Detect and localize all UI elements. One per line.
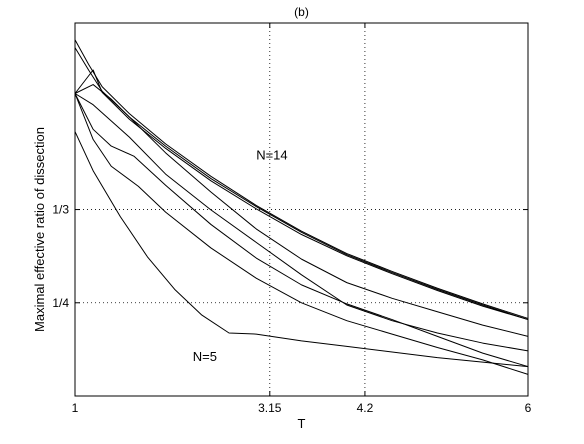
series-line-7 bbox=[74, 93, 529, 375]
x-tick-label: 1 bbox=[72, 401, 79, 415]
series-annotation: N=5 bbox=[193, 349, 217, 364]
annotations: N=14 N=5 bbox=[193, 148, 288, 364]
y-tick-label: 1/4 bbox=[52, 296, 69, 310]
x-axis-label: T bbox=[298, 416, 306, 431]
x-tick-label: 4.2 bbox=[357, 401, 374, 415]
tick-labels: 1 3.15 4.2 6 1/3 1/4 bbox=[52, 203, 531, 415]
series-line-8 bbox=[74, 131, 529, 368]
series-layer bbox=[74, 39, 529, 375]
gridlines bbox=[75, 23, 528, 396]
series-line-3 bbox=[74, 69, 529, 321]
y-tick-label: 1/3 bbox=[52, 203, 69, 217]
tick-marks bbox=[74, 23, 529, 396]
plot-frame bbox=[74, 22, 529, 397]
series-line-1 bbox=[74, 39, 529, 319]
x-tick-label: 6 bbox=[525, 401, 532, 415]
series-line-4 bbox=[74, 84, 529, 337]
series-line-2 bbox=[74, 47, 529, 321]
series-annotation: N=14 bbox=[256, 148, 287, 163]
chart-title: (b) bbox=[294, 5, 309, 19]
series-line-5 bbox=[74, 93, 529, 352]
series-line-6 bbox=[74, 93, 529, 368]
x-tick-label: 3.15 bbox=[258, 401, 282, 415]
y-axis-label: Maximal effective ratio of dissection bbox=[32, 127, 47, 332]
